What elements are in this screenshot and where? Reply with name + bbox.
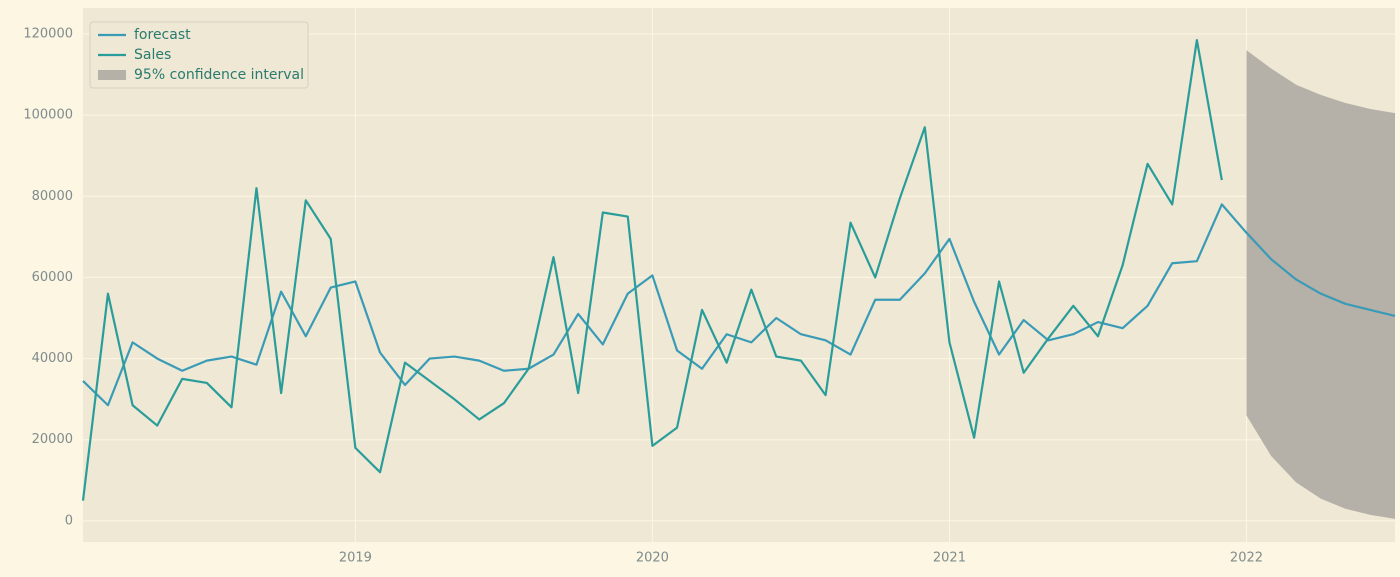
plot-area xyxy=(83,8,1395,542)
confidence-band xyxy=(1246,50,1395,519)
y-tick-label: 80000 xyxy=(32,189,73,204)
legend-label: 95% confidence interval xyxy=(134,67,304,83)
y-tick-label: 40000 xyxy=(32,351,73,366)
y-tick-label: 120000 xyxy=(23,26,73,41)
legend: forecast Sales 95% confidence interval xyxy=(89,21,309,89)
legend-box xyxy=(89,21,309,89)
legend-label: forecast xyxy=(134,27,191,43)
y-tick-label: 60000 xyxy=(32,270,73,285)
x-tick-label: 2022 xyxy=(1230,551,1263,566)
x-tick-label: 2020 xyxy=(636,551,669,566)
x-tick-label: 2019 xyxy=(339,551,372,566)
y-tick-label: 100000 xyxy=(23,108,73,123)
y-tick-label: 0 xyxy=(65,513,73,528)
legend-swatch xyxy=(98,70,126,80)
x-tick-label: 2021 xyxy=(933,551,966,566)
series-line xyxy=(81,38,1223,501)
y-tick-label: 20000 xyxy=(32,432,73,447)
series-line xyxy=(82,203,1396,407)
legend-label: Sales xyxy=(134,47,171,63)
